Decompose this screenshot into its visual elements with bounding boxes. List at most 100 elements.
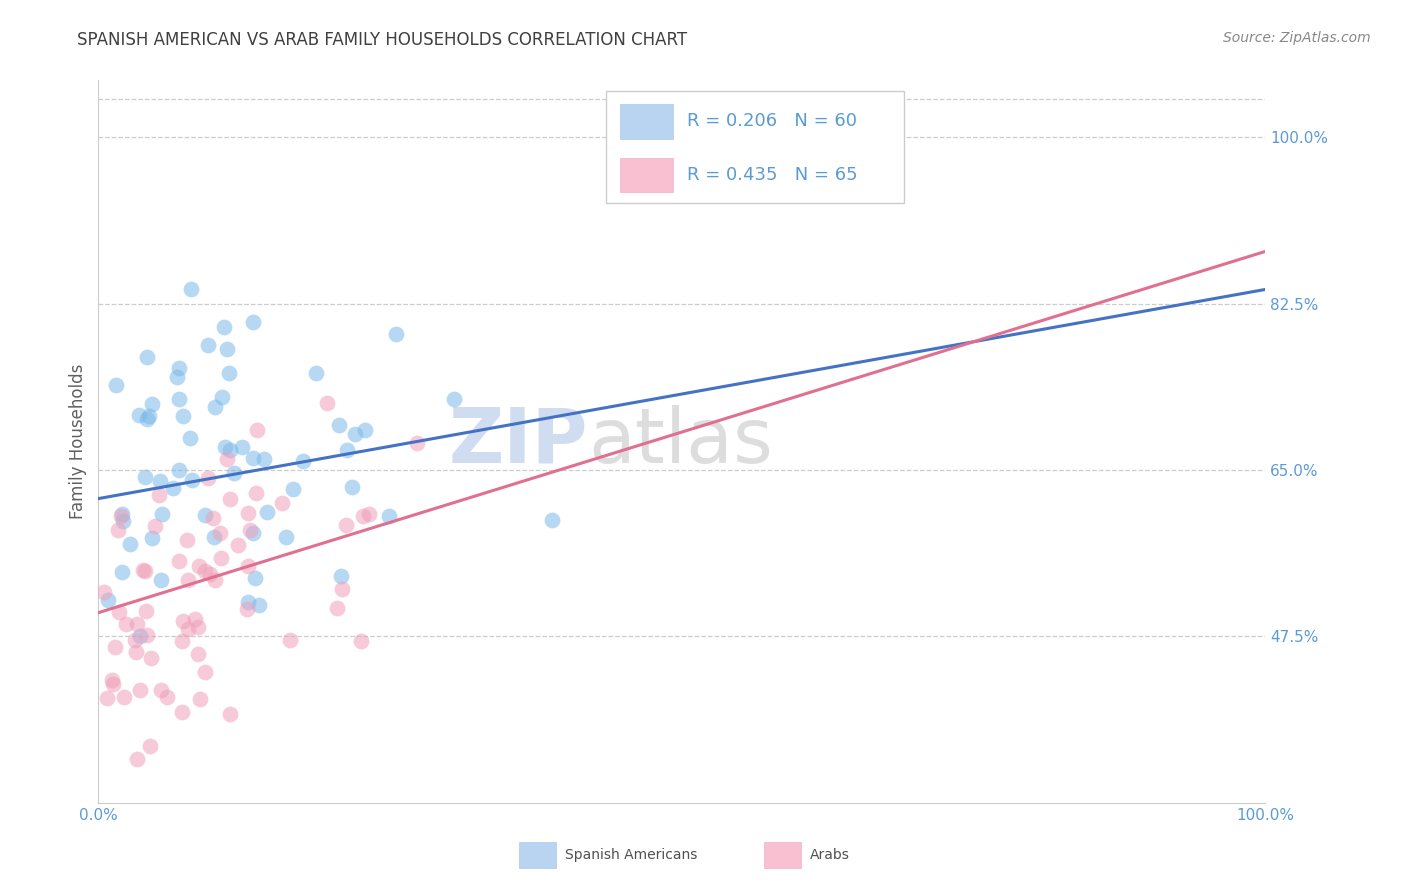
FancyBboxPatch shape — [620, 104, 672, 138]
Point — [329, 569, 352, 583]
Point — [335, 518, 357, 533]
Text: ZIP: ZIP — [449, 405, 589, 478]
Point — [172, 705, 194, 719]
Point — [167, 554, 190, 568]
Point — [197, 471, 219, 485]
Point — [236, 595, 259, 609]
Point — [197, 337, 219, 351]
Point — [377, 508, 399, 523]
Point — [238, 558, 260, 573]
Point — [194, 665, 217, 679]
Point — [209, 526, 232, 541]
Point — [187, 558, 209, 573]
Point — [443, 392, 465, 406]
Point — [179, 431, 201, 445]
Point — [291, 454, 314, 468]
Point — [135, 604, 157, 618]
Point — [193, 508, 215, 523]
Text: R = 0.206   N = 60: R = 0.206 N = 60 — [686, 112, 856, 130]
FancyBboxPatch shape — [620, 158, 672, 193]
Point — [177, 573, 200, 587]
Point — [305, 367, 328, 381]
Point — [138, 409, 160, 424]
Point — [127, 752, 149, 766]
Point — [352, 508, 374, 523]
Point — [354, 423, 377, 437]
Point — [242, 451, 264, 466]
Point — [217, 343, 239, 357]
Point — [211, 390, 233, 404]
Text: atlas: atlas — [589, 405, 773, 478]
Point — [245, 571, 267, 585]
Point — [149, 474, 172, 488]
Text: SPANISH AMERICAN VS ARAB FAMILY HOUSEHOLDS CORRELATION CHART: SPANISH AMERICAN VS ARAB FAMILY HOUSEHOL… — [77, 31, 688, 49]
Point — [96, 691, 118, 706]
Point — [167, 361, 190, 376]
Point — [111, 514, 134, 528]
Point — [256, 505, 278, 519]
Point — [541, 513, 564, 527]
Point — [167, 463, 190, 477]
Y-axis label: Family Households: Family Households — [69, 364, 87, 519]
Point — [166, 370, 188, 384]
Point — [278, 633, 301, 648]
Point — [135, 350, 157, 364]
Point — [184, 612, 207, 626]
Point — [247, 598, 270, 612]
Point — [115, 616, 138, 631]
Text: Arabs: Arabs — [810, 847, 851, 862]
Point — [242, 315, 264, 329]
Point — [328, 417, 350, 432]
Point — [219, 707, 242, 722]
Point — [336, 442, 359, 457]
Point — [201, 511, 224, 525]
Point — [316, 395, 339, 409]
Point — [271, 496, 294, 510]
Point — [134, 470, 156, 484]
Point — [139, 739, 162, 753]
Point — [180, 282, 202, 296]
Point — [226, 538, 249, 552]
Point — [406, 436, 429, 450]
Point — [340, 480, 363, 494]
Point — [150, 574, 173, 588]
Point — [105, 378, 128, 392]
Point — [231, 440, 253, 454]
Point — [215, 451, 238, 466]
Point — [218, 366, 240, 380]
Point — [177, 622, 200, 636]
Point — [162, 481, 184, 495]
Point — [112, 690, 135, 704]
Point — [141, 531, 163, 545]
Point — [218, 443, 240, 458]
Point — [246, 423, 269, 437]
Point — [141, 397, 163, 411]
FancyBboxPatch shape — [519, 842, 555, 868]
Point — [219, 491, 242, 506]
Point — [385, 326, 408, 341]
Point — [93, 585, 115, 599]
Point — [148, 488, 170, 502]
Point — [104, 640, 127, 654]
Point — [139, 651, 162, 665]
Point — [108, 605, 131, 619]
Point — [212, 320, 235, 334]
Point — [330, 582, 353, 597]
Point — [204, 400, 226, 414]
Point — [125, 645, 148, 659]
Text: R = 0.435   N = 65: R = 0.435 N = 65 — [686, 166, 858, 184]
Point — [111, 507, 134, 521]
Point — [357, 508, 380, 522]
FancyBboxPatch shape — [606, 91, 904, 203]
Point — [253, 451, 276, 466]
Point — [181, 473, 204, 487]
Point — [143, 518, 166, 533]
Point — [172, 633, 194, 648]
Point — [187, 620, 209, 634]
FancyBboxPatch shape — [763, 842, 801, 868]
Point — [209, 551, 232, 566]
Point — [236, 602, 259, 616]
Point — [202, 530, 225, 544]
Text: Source: ZipAtlas.com: Source: ZipAtlas.com — [1223, 31, 1371, 45]
Point — [129, 629, 152, 643]
